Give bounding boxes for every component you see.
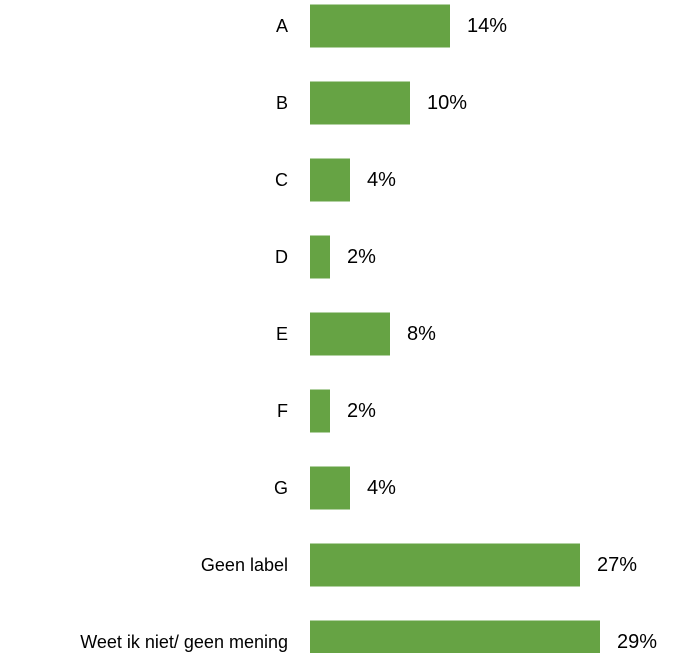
category-label-2: C <box>275 170 288 190</box>
bar-7 <box>310 543 580 587</box>
bar-2 <box>310 158 350 202</box>
bar-8 <box>310 620 600 653</box>
value-label-5: 2% <box>347 400 376 422</box>
value-label-0: 14% <box>467 15 507 37</box>
category-label-4: E <box>276 324 288 344</box>
category-labels: A B C D E F G Geen label Weet ik niet/ geen meni… <box>80 16 288 652</box>
bar-5 <box>310 389 330 433</box>
category-label-5: F <box>277 401 288 421</box>
value-labels: 14% 10% 4% 2% 8% 2% 4% 27% 29% <box>347 15 657 653</box>
value-label-8: 29% <box>617 631 657 653</box>
category-label-0: A <box>276 16 288 36</box>
bar-6 <box>310 466 350 510</box>
value-label-4: 8% <box>407 323 436 345</box>
category-label-8: Weet ik niet/ geen mening <box>80 632 288 652</box>
bar-1 <box>310 81 410 125</box>
category-label-7: Geen label <box>201 555 288 575</box>
bar-0 <box>310 4 450 48</box>
category-label-1: B <box>276 93 288 113</box>
category-label-3: D <box>275 247 288 267</box>
value-label-7: 27% <box>597 554 637 576</box>
bars-layer <box>310 4 600 653</box>
value-label-6: 4% <box>367 477 396 499</box>
bar-4 <box>310 312 390 356</box>
bar-3 <box>310 235 330 279</box>
value-label-2: 4% <box>367 169 396 191</box>
value-label-1: 10% <box>427 92 467 114</box>
category-label-6: G <box>274 478 288 498</box>
value-label-3: 2% <box>347 246 376 268</box>
